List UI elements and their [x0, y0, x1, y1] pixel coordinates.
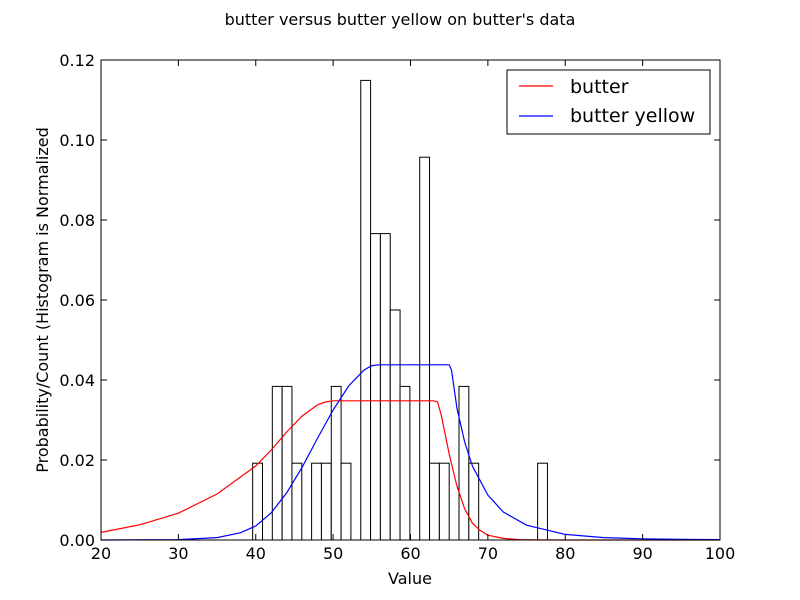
y-tick-label: 0.10: [59, 131, 95, 150]
x-tick-label: 70: [478, 544, 498, 563]
histogram-bar: [340, 462, 352, 541]
histogram-bars: [252, 79, 548, 541]
legend: butter butter yellow: [506, 69, 711, 135]
y-axis-title: Probability/Count (Histogram is Normaliz…: [33, 127, 52, 473]
histogram-bar: [370, 233, 381, 541]
x-tick-label: 100: [705, 544, 736, 563]
y-tick-label: 0.00: [59, 531, 95, 550]
histogram-bar: [379, 233, 391, 541]
histogram-bar: [438, 462, 450, 541]
chart-title: butter versus butter yellow on butter's …: [225, 10, 576, 29]
histogram-bar: [429, 462, 440, 541]
histogram-bar: [419, 156, 431, 541]
histogram-bar: [291, 462, 303, 541]
histogram-bar: [281, 385, 293, 541]
y-tick-label: 0.08: [59, 211, 95, 230]
series-line-butter-yellow: [100, 364, 721, 541]
y-tick-label: 0.12: [59, 51, 95, 70]
series-line-butter: [100, 400, 720, 541]
histogram-bar: [330, 385, 342, 541]
histogram-bar: [311, 462, 322, 541]
y-tick-label: 0.04: [59, 371, 95, 390]
histogram-bar: [389, 309, 401, 541]
y-tick-label: 0.06: [59, 291, 95, 310]
x-tick-label: 30: [168, 544, 188, 563]
x-tick-label: 90: [632, 544, 652, 563]
x-tick-label: 50: [323, 544, 343, 563]
legend-box: [506, 69, 711, 135]
histogram-bar: [399, 385, 411, 541]
legend-label-butter: butter: [570, 76, 629, 98]
histogram-bar: [320, 462, 332, 541]
histogram-bar: [458, 385, 470, 541]
x-tick-label: 60: [400, 544, 420, 563]
legend-label-butter-yellow: butter yellow: [570, 105, 695, 127]
histogram-bar: [252, 462, 263, 541]
histogram-bar: [271, 385, 283, 541]
x-tick-label: 40: [246, 544, 266, 563]
y-tick-label: 0.02: [59, 451, 95, 470]
x-tick-label: 20: [91, 544, 111, 563]
axis-ticks: 20 30 40 50 60 70 80 90 100 0.00 0.02 0.04 0.06 0.08 0…: [59, 51, 735, 563]
x-tick-label: 80: [555, 544, 575, 563]
x-axis-title: Value: [388, 569, 432, 588]
series-lines: [100, 364, 721, 541]
histogram-bar: [360, 79, 372, 541]
